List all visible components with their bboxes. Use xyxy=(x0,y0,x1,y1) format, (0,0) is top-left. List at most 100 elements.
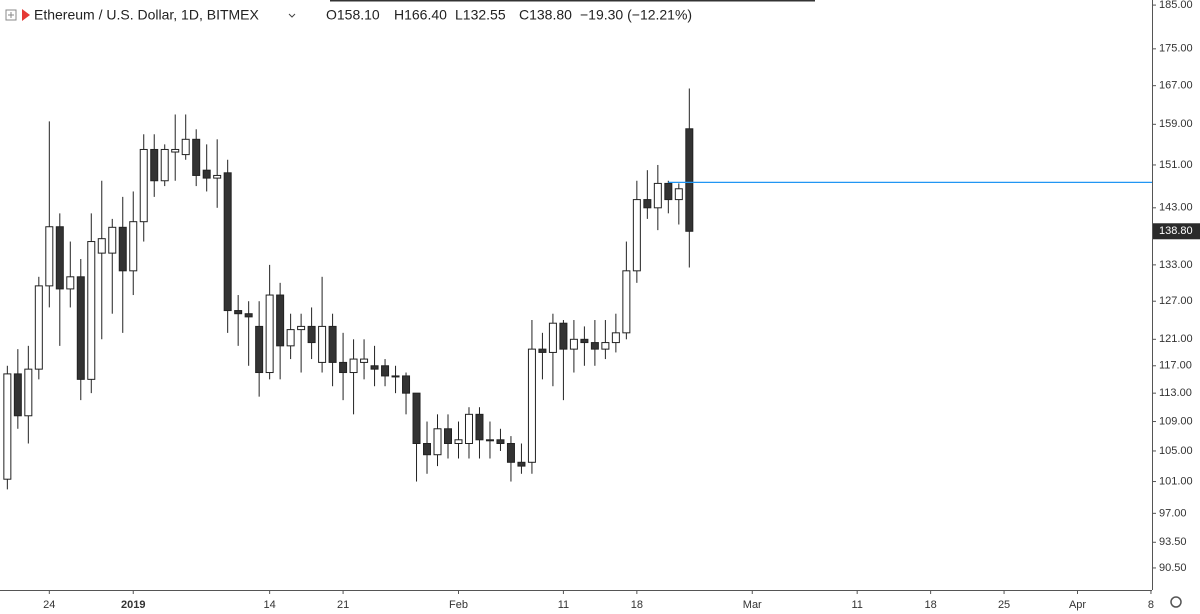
candle-body xyxy=(485,439,494,442)
candle-body xyxy=(202,169,211,179)
candle-body xyxy=(538,348,547,353)
candle-body xyxy=(307,325,316,344)
candle-body xyxy=(297,325,306,331)
candle-body xyxy=(160,148,169,182)
candle-body xyxy=(370,365,379,370)
y-tick-label: 167.00 xyxy=(1159,80,1193,92)
ohlc-value: O158.10 xyxy=(326,7,380,23)
y-tick-label: 151.00 xyxy=(1159,159,1193,171)
candle-body xyxy=(108,226,117,254)
last-price-label: 138.80 xyxy=(1159,225,1193,237)
candle-body xyxy=(664,182,673,201)
candle-body xyxy=(643,199,652,209)
y-tick-label: 113.00 xyxy=(1159,387,1192,399)
candle-body xyxy=(129,221,138,272)
candle-body xyxy=(433,428,442,456)
candle-body xyxy=(181,138,190,156)
candle-body xyxy=(87,241,96,380)
candle-body xyxy=(24,368,33,417)
x-tick-label: 18 xyxy=(924,599,936,611)
y-tick-label: 133.00 xyxy=(1159,259,1193,271)
candle-body xyxy=(423,442,432,456)
y-tick-label: 109.00 xyxy=(1159,415,1193,427)
x-tick-label: 21 xyxy=(337,599,349,611)
ohlc-value: H166.40 xyxy=(394,7,447,23)
candle-body xyxy=(475,413,484,441)
candle-body xyxy=(632,199,641,272)
candle-body xyxy=(381,365,390,377)
collapse-icon[interactable] xyxy=(5,9,17,21)
candle-body xyxy=(55,226,64,290)
x-tick-label: Apr xyxy=(1069,599,1086,611)
y-tick-label: 143.00 xyxy=(1159,202,1193,214)
x-tick-label: 8 xyxy=(1148,599,1154,611)
candle-body xyxy=(506,442,515,463)
candle-body xyxy=(276,294,285,347)
candle-body xyxy=(402,375,411,394)
candle-body xyxy=(349,358,358,374)
candle-body xyxy=(685,128,694,232)
y-tick-label: 90.50 xyxy=(1159,562,1187,574)
x-tick-label: 14 xyxy=(264,599,276,611)
x-tick-label: 25 xyxy=(998,599,1010,611)
candle-body xyxy=(580,338,589,344)
y-tick-label: 121.00 xyxy=(1159,333,1193,345)
candle-body xyxy=(674,188,683,201)
candle-body xyxy=(548,322,557,353)
x-tick-label: 18 xyxy=(631,599,643,611)
candle-body xyxy=(150,148,159,182)
x-tick-label: Mar xyxy=(743,599,762,611)
candle-body xyxy=(171,148,180,153)
x-tick-label: 11 xyxy=(558,599,569,611)
candle-body xyxy=(234,310,243,315)
candle-body xyxy=(45,226,54,287)
candle-body xyxy=(611,332,620,344)
y-tick-label: 93.50 xyxy=(1159,536,1187,548)
candle-body xyxy=(464,413,473,444)
y-tick-label: 105.00 xyxy=(1159,445,1193,457)
collapse-icon-cross xyxy=(8,12,14,18)
candle-body xyxy=(192,138,201,176)
candle-body xyxy=(286,329,295,347)
y-tick-label: 97.00 xyxy=(1159,507,1187,519)
candle-body xyxy=(653,182,662,209)
ohlc-value: L132.55 xyxy=(455,7,506,23)
y-tick-label: 127.00 xyxy=(1159,295,1193,307)
settings-icon[interactable] xyxy=(1170,596,1182,608)
candle-body xyxy=(517,461,526,467)
ohlc-value: C138.80 xyxy=(519,7,572,23)
last-price-tag xyxy=(1153,223,1200,240)
x-tick-label: Feb xyxy=(449,599,468,611)
symbol-icon xyxy=(22,9,30,21)
candle-body xyxy=(213,174,222,179)
candle-body xyxy=(76,276,85,380)
candle-body xyxy=(66,276,75,290)
candle-body xyxy=(328,325,337,363)
candle-body xyxy=(569,338,578,350)
candle-body xyxy=(622,270,631,334)
candle-body xyxy=(601,342,610,350)
x-tick-label: 2019 xyxy=(121,599,145,611)
candle-body xyxy=(118,226,127,272)
candle-body xyxy=(223,172,232,312)
candle-body xyxy=(339,361,348,374)
candle-body xyxy=(97,238,106,254)
symbol-title[interactable]: Ethereum / U.S. Dollar, 1D, BITMEX xyxy=(34,7,260,23)
candle-body xyxy=(244,313,253,318)
x-tick-label: 11 xyxy=(851,599,862,611)
candle-body xyxy=(318,325,327,363)
candle-body xyxy=(13,373,22,417)
candle-body xyxy=(590,342,599,350)
y-tick-label: 117.00 xyxy=(1159,360,1192,372)
candle-body xyxy=(360,358,369,363)
x-tick-label: 24 xyxy=(43,599,55,611)
candle-body xyxy=(559,322,568,350)
y-tick-label: 159.00 xyxy=(1159,118,1193,130)
ohlc-value: −19.30 (−12.21%) xyxy=(580,7,692,23)
candle-body xyxy=(391,375,400,378)
candle-body xyxy=(265,294,274,374)
dropdown-arrow[interactable] xyxy=(288,13,296,18)
